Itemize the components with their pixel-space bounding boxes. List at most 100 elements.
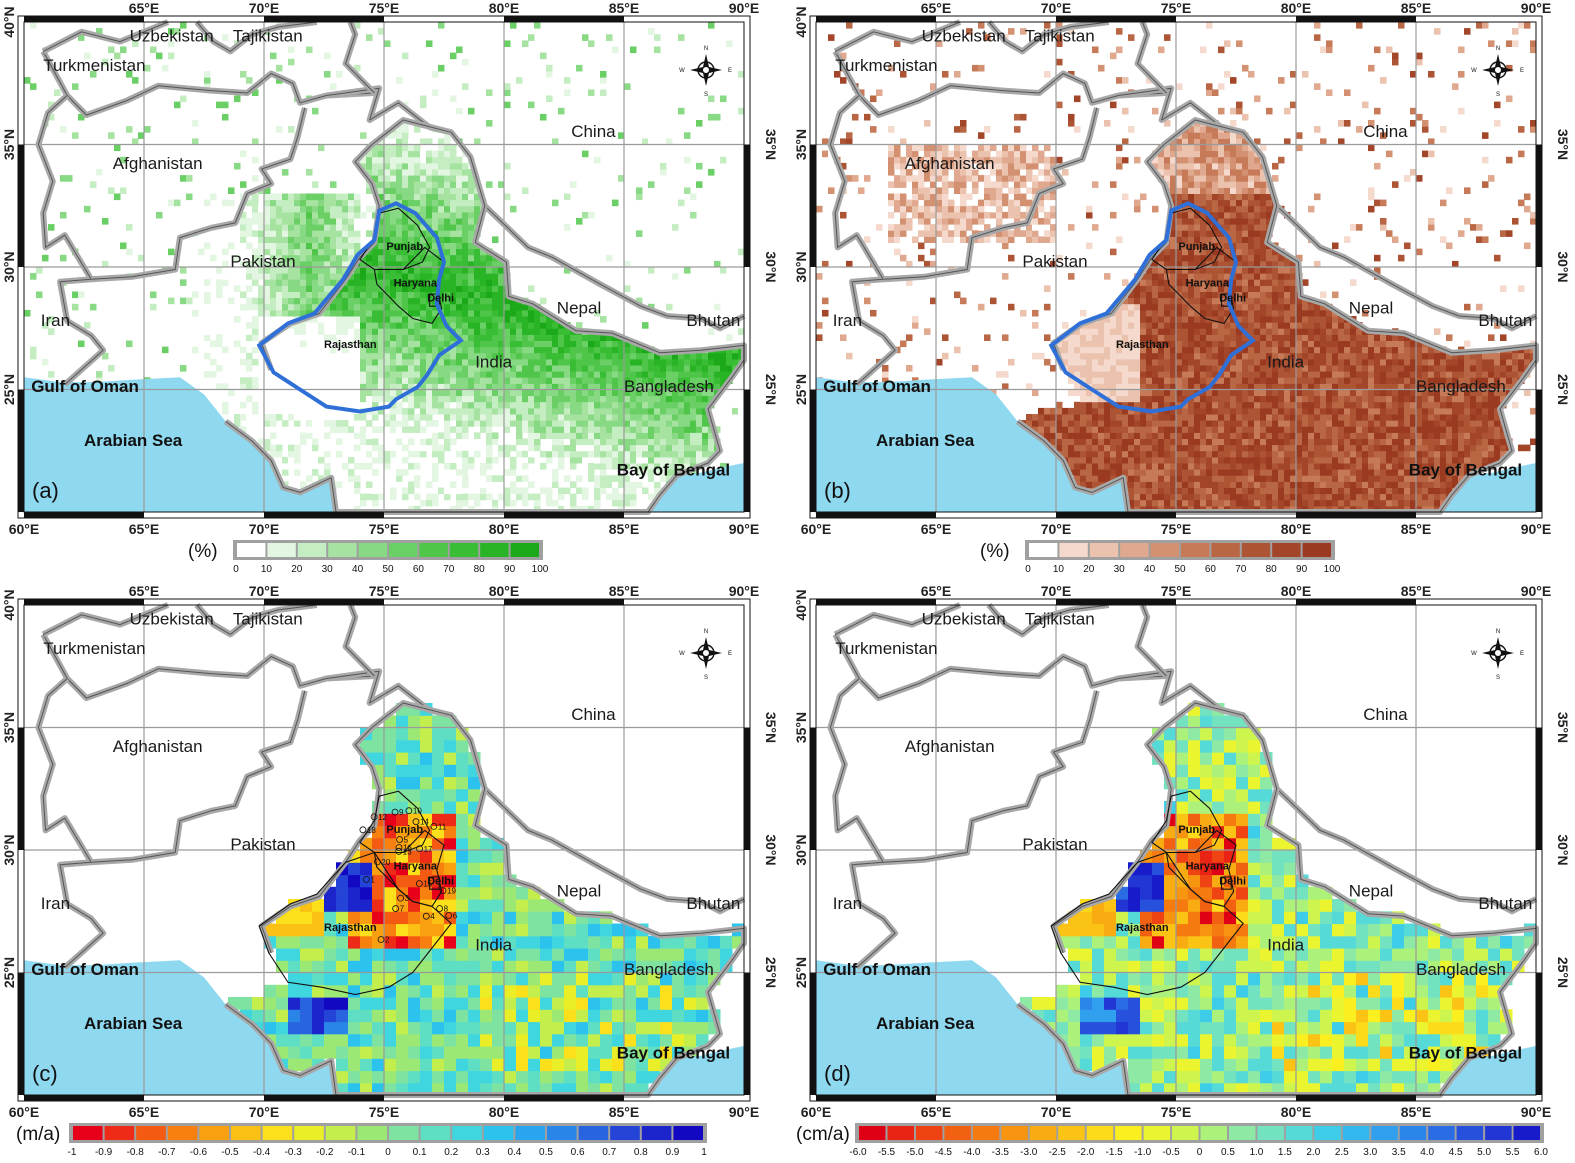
raster-cell: [564, 377, 571, 384]
raster-cell: [450, 481, 457, 488]
raster-cell: [642, 371, 649, 378]
raster-cell: [1146, 334, 1153, 341]
raster-cell: [1212, 414, 1219, 421]
label-haryana: Haryana: [394, 278, 438, 290]
raster-cell: [1158, 389, 1165, 397]
raster-cell: [1152, 475, 1159, 482]
raster-cell: [1158, 481, 1165, 488]
raster-cell: [432, 469, 439, 476]
raster-cell: [1176, 230, 1183, 237]
raster-cell: [342, 285, 349, 292]
raster-cell: [372, 444, 379, 452]
raster-cell: [510, 401, 517, 409]
raster-cell: [264, 193, 271, 201]
raster-cell: [414, 199, 421, 207]
raster-cell: [252, 401, 259, 409]
raster-cell: [948, 230, 955, 237]
raster-cell: [666, 432, 673, 439]
raster-cell: [1182, 193, 1189, 201]
raster-cell: [936, 169, 943, 176]
raster-cell: [480, 493, 487, 501]
raster-cell: [840, 138, 847, 145]
raster-cell: [1188, 138, 1195, 145]
raster-cell: [624, 377, 631, 384]
raster-cell: [534, 22, 541, 29]
raster-cell: [1188, 144, 1195, 152]
raster-cell: [1104, 420, 1111, 427]
raster-cell: [522, 107, 529, 115]
raster-cell: [378, 358, 385, 366]
raster-cell: [1212, 358, 1219, 366]
raster-cell: [426, 285, 433, 292]
raster-cell: [1110, 352, 1117, 360]
raster-cell: [1086, 205, 1093, 213]
raster-cell: [240, 426, 247, 433]
raster-cell: [354, 426, 361, 433]
raster-cell: [1164, 297, 1171, 305]
raster-cell: [1134, 463, 1141, 470]
raster-cell: [498, 322, 505, 329]
raster-cell: [1110, 475, 1117, 482]
raster-cell: [1206, 144, 1213, 152]
raster-cell: [1158, 316, 1165, 323]
raster-cell: [1158, 334, 1165, 341]
raster-cell: [390, 389, 397, 397]
raster-cell: [594, 371, 601, 378]
raster-cell: [330, 309, 337, 317]
raster-cell: [1206, 126, 1213, 133]
raster-cell: [408, 346, 415, 354]
raster-cell: [432, 377, 439, 384]
raster-cell: [984, 187, 991, 194]
raster-cell: [456, 236, 463, 243]
raster-cell: [462, 83, 469, 90]
raster-cell: [468, 395, 475, 403]
raster-cell: [900, 230, 907, 237]
raster-cell: [234, 420, 241, 427]
raster-cell: [1194, 260, 1201, 268]
raster-cell: [552, 334, 559, 341]
raster-cell: [360, 383, 367, 390]
raster-cell: [1176, 499, 1183, 507]
raster-cell: [306, 230, 313, 237]
raster-cell: [546, 395, 553, 403]
raster-cell: [942, 187, 949, 194]
raster-cell: [342, 346, 349, 354]
raster-cell: [570, 426, 577, 433]
raster-cell: [1170, 309, 1177, 317]
raster-cell: [438, 450, 445, 458]
raster-cell: [486, 456, 493, 464]
raster-cell: [666, 463, 673, 470]
raster-cell: [672, 444, 679, 452]
raster-cell: [366, 150, 373, 158]
raster-cell: [1182, 309, 1189, 317]
raster-cell: [1158, 456, 1165, 464]
raster-cell: [1170, 187, 1177, 194]
raster-cell: [312, 285, 319, 292]
raster-cell: [348, 211, 355, 219]
raster-cell: [1068, 450, 1075, 458]
raster-cell: [570, 340, 577, 348]
raster-cell: [1158, 463, 1165, 470]
raster-cell: [720, 95, 727, 103]
raster-cell: [870, 95, 877, 103]
raster-cell: [444, 28, 451, 35]
raster-cell: [1152, 432, 1159, 439]
raster-cell: [456, 450, 463, 458]
raster-cell: [966, 169, 973, 176]
raster-cell: [564, 365, 571, 372]
raster-cell: [1176, 358, 1183, 366]
raster-cell: [534, 334, 541, 341]
raster-cell: [1206, 22, 1213, 29]
raster-cell: [312, 242, 319, 250]
raster-cell: [594, 358, 601, 366]
raster-cell: [510, 316, 517, 323]
raster-cell: [1158, 346, 1165, 354]
raster-cell: [564, 352, 571, 360]
raster-cell: [1044, 169, 1051, 176]
raster-cell: [282, 456, 289, 464]
raster-cell: [924, 199, 931, 207]
raster-cell: [684, 371, 691, 378]
country-borders: [35, 19, 747, 515]
legend-swatch: [419, 543, 448, 557]
raster-cell: [240, 414, 247, 421]
